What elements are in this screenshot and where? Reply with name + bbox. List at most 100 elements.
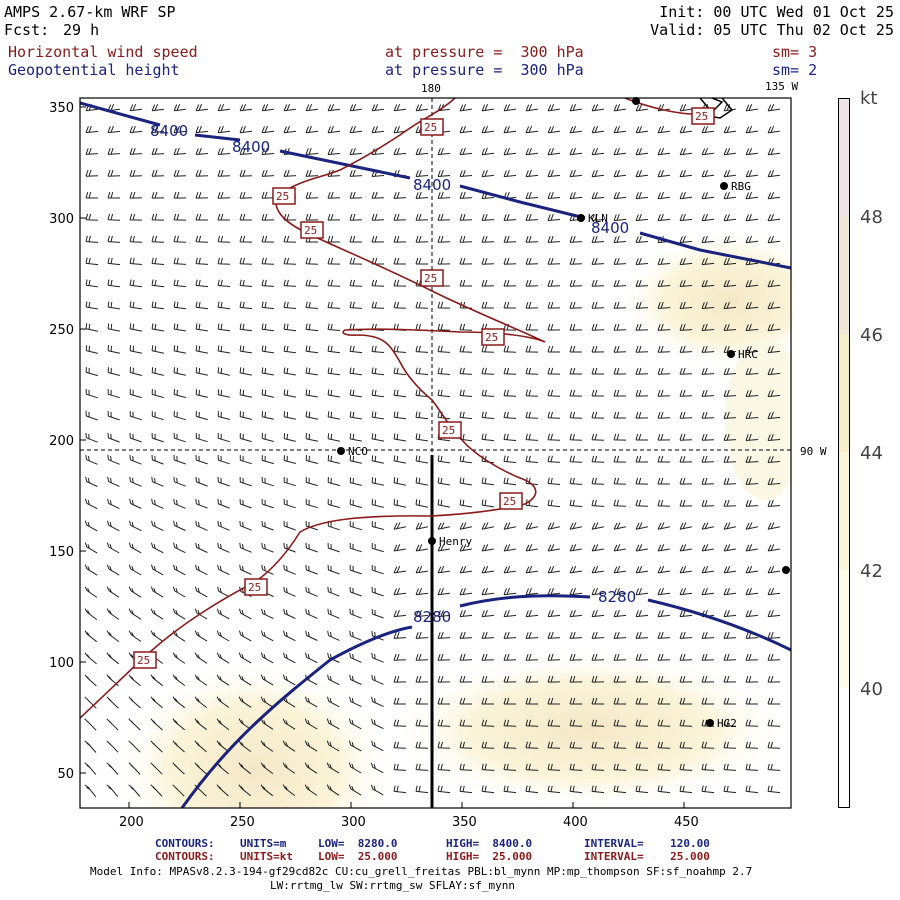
wind-barb xyxy=(569,610,583,618)
wind-barb xyxy=(129,147,143,155)
wind-barb xyxy=(569,477,583,485)
station-marker xyxy=(632,97,640,105)
wind-barb xyxy=(151,213,165,221)
colorbar-segment-42-44 xyxy=(838,452,850,570)
wind-barb xyxy=(679,235,693,244)
height-label: 8400 xyxy=(232,138,270,156)
wind-barb xyxy=(613,653,627,661)
wind-barb xyxy=(239,542,252,553)
wind-barb xyxy=(415,213,429,221)
speed-label-box: 25 xyxy=(438,421,462,439)
wind-barb xyxy=(393,588,407,596)
wind-barb xyxy=(547,499,561,508)
wind-barb xyxy=(84,696,97,709)
wind-barb xyxy=(349,367,363,376)
wind-barb xyxy=(393,697,406,705)
wind-barb xyxy=(591,631,605,639)
plot-frame xyxy=(79,97,792,809)
wind-barb xyxy=(503,235,517,243)
wind-barb xyxy=(129,323,142,332)
wind-barb xyxy=(679,213,693,222)
wind-barb xyxy=(415,697,428,705)
wind-barb xyxy=(547,675,561,683)
wind-barb xyxy=(635,345,649,353)
wind-barb xyxy=(613,257,627,265)
wind-barb xyxy=(481,147,495,156)
wind-barb xyxy=(261,125,275,134)
wind-barb xyxy=(745,697,758,705)
wind-barb xyxy=(767,544,780,552)
wind-barb xyxy=(195,389,208,398)
svg-text:25: 25 xyxy=(276,190,289,203)
wind-barb xyxy=(613,785,627,794)
wind-barb xyxy=(525,213,539,221)
wind-barb xyxy=(129,235,143,243)
wind-barb xyxy=(371,696,384,707)
wind-barb xyxy=(415,170,429,177)
wind-barb xyxy=(657,191,671,200)
wind-barb xyxy=(723,566,736,574)
wind-barb xyxy=(85,432,98,443)
wind-barb xyxy=(151,191,165,199)
wind-barb xyxy=(327,148,341,156)
wind-barb xyxy=(481,588,495,596)
wind-barb xyxy=(547,323,561,331)
wind-barb xyxy=(767,148,780,156)
wind-barb xyxy=(283,301,297,309)
wind-barb xyxy=(657,741,671,749)
wind-barb xyxy=(723,741,737,749)
wind-barb xyxy=(525,104,538,112)
wind-barb xyxy=(327,213,341,221)
wind-barb xyxy=(525,544,538,552)
wind-barb xyxy=(349,608,362,619)
wind-barb xyxy=(107,520,120,532)
wind-barb xyxy=(261,367,274,376)
wind-barb xyxy=(283,498,296,509)
wind-barb xyxy=(591,566,604,574)
field-2-level: at pressure = 300 hPa xyxy=(385,61,584,79)
wind-barb xyxy=(173,432,186,443)
wind-barb xyxy=(459,257,473,265)
wind-barb xyxy=(261,235,275,243)
wind-barb xyxy=(239,301,253,310)
wind-barb xyxy=(701,697,714,705)
wind-barb xyxy=(349,389,362,398)
wind-barb xyxy=(503,455,517,464)
speed-label-box: 25 xyxy=(244,578,268,596)
wind-barb xyxy=(481,411,495,419)
wind-barb xyxy=(613,169,627,178)
wind-barb xyxy=(107,454,120,465)
wind-barb xyxy=(239,520,252,531)
wind-barb xyxy=(525,345,539,353)
wind-barb xyxy=(745,170,758,178)
wind-barb xyxy=(481,544,494,552)
wind-barb xyxy=(525,279,539,287)
wind-barb xyxy=(239,608,252,620)
wind-barb xyxy=(701,235,715,244)
wind-barb xyxy=(305,389,318,398)
wind-barb xyxy=(129,432,142,443)
field-2-smoothing: sm= 2 xyxy=(772,61,818,79)
wind-barb xyxy=(283,520,296,531)
wind-barb xyxy=(349,301,363,309)
wind-barb xyxy=(745,346,759,354)
wind-barb xyxy=(128,784,141,797)
wind-barb xyxy=(128,674,141,687)
wind-barb xyxy=(371,564,384,575)
wind-barb xyxy=(128,542,142,554)
wind-barb xyxy=(525,126,539,134)
wind-barb xyxy=(481,741,495,749)
wind-barb xyxy=(437,544,450,552)
wind-barb xyxy=(261,520,274,531)
wind-barb xyxy=(415,588,429,596)
wind-barb xyxy=(613,104,626,112)
wind-barb xyxy=(525,675,539,683)
wind-barb xyxy=(657,763,671,771)
wind-barb xyxy=(261,608,274,620)
wind-barb xyxy=(393,522,406,530)
wind-barb xyxy=(85,367,98,377)
wind-barb xyxy=(635,719,649,727)
wind-barb xyxy=(437,477,450,486)
wind-barb xyxy=(173,564,186,576)
wind-barb xyxy=(767,653,781,661)
